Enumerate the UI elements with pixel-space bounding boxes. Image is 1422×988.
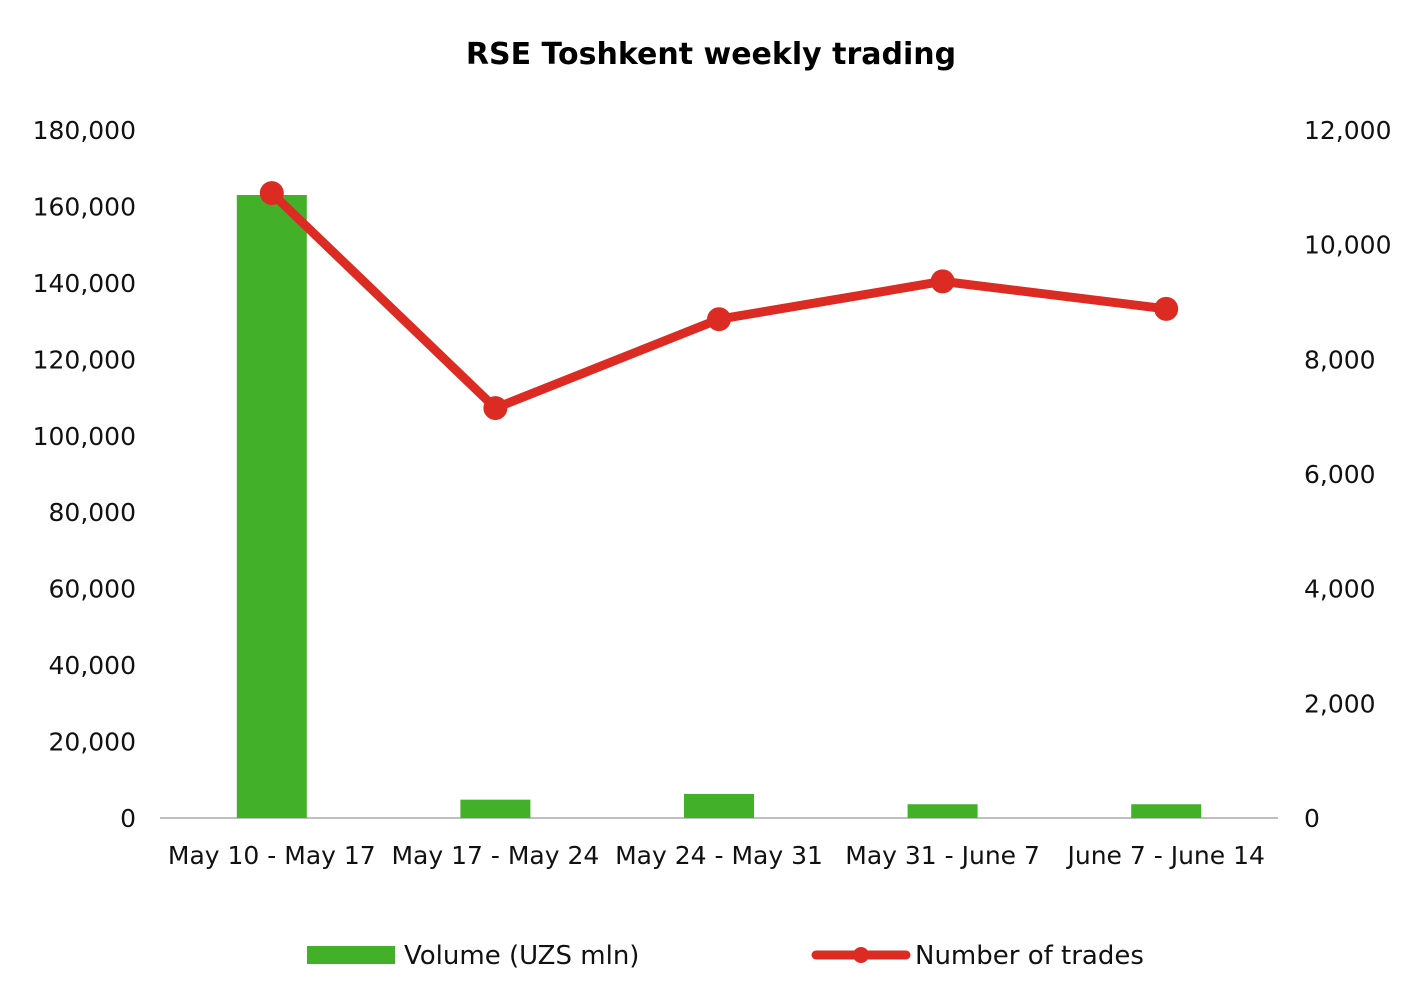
legend-trades-swatch-marker [853,947,869,963]
right-tick-label: 2,000 [1304,689,1376,718]
trades-point [259,181,284,206]
trades-point [707,307,731,332]
left-tick-label: 0 [120,804,136,833]
left-tick-label: 160,000 [33,192,136,221]
legend: Volume (UZS mln) Number of trades [307,941,1144,971]
right-tick-label: 10,000 [1304,231,1391,260]
x-tick-label: May 10 - May 17 [168,841,376,870]
volume-bar [1131,804,1202,818]
right-tick-label: 4,000 [1304,575,1376,604]
left-tick-label: 60,000 [49,575,136,604]
right-tick-label: 8,000 [1304,345,1376,374]
x-axis-ticks: May 10 - May 17 May 17 - May 24 May 24 - M… [168,841,1265,870]
left-tick-label: 180,000 [33,116,136,145]
x-tick-label: May 31 - June 7 [845,841,1040,870]
left-tick-label: 40,000 [49,651,136,680]
trades-line-path [267,188,1171,413]
volume-bar [236,194,307,818]
left-axis-ticks: 0 20,000 40,000 60,000 80,000 100,000 120,000 1… [33,116,136,833]
x-tick-label: May 17 - May 24 [391,841,599,870]
trades-point [930,269,955,294]
left-tick-label: 80,000 [49,498,136,527]
volume-bar [907,804,978,818]
left-tick-label: 140,000 [33,269,136,298]
left-tick-label: 20,000 [49,728,136,757]
right-axis-ticks: 0 2,000 4,000 6,000 8,000 10,000 12,000 [1304,116,1391,833]
right-tick-label: 12,000 [1304,116,1391,145]
trades-point [483,396,508,421]
legend-trades-label: Number of trades [915,941,1144,971]
x-tick-label: May 24 - May 31 [615,841,823,870]
right-tick-label: 6,000 [1304,460,1376,489]
left-tick-label: 120,000 [33,345,136,374]
trades-line [259,181,1179,421]
volume-bar [460,799,531,818]
volume-bar [684,793,754,818]
right-tick-label: 0 [1304,804,1320,833]
legend-volume-swatch [307,946,395,964]
x-tick-label: June 7 - June 14 [1065,841,1264,870]
trades-point [1154,296,1179,321]
left-tick-label: 100,000 [33,422,136,451]
chart-title: RSE Toshkent weekly trading [466,37,956,72]
legend-volume-label: Volume (UZS mln) [404,941,639,971]
volume-bars [236,194,1202,818]
